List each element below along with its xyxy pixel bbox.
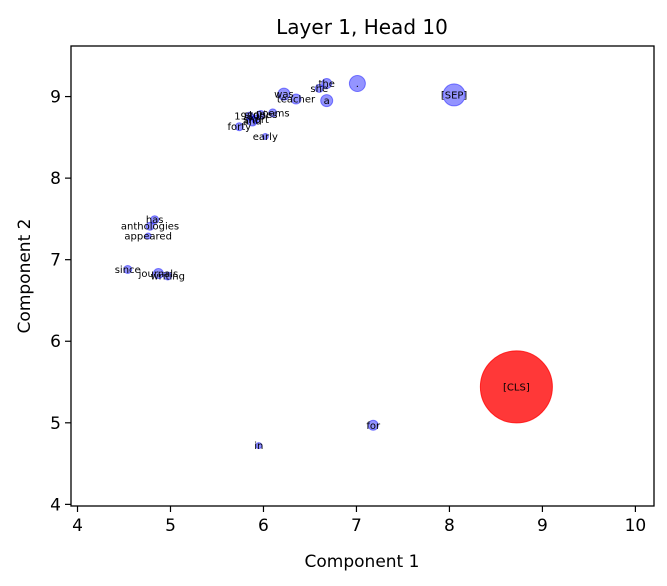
point-label: [SEP] [441,90,468,101]
point-marker [314,83,324,93]
y-tick-label: 4 [50,495,61,515]
point-marker [479,350,553,424]
point-markers [123,75,553,450]
point-marker [367,419,379,431]
x-axis: 4 5 6 7 8 9 10 [72,506,646,536]
point-label: [CLS] [503,382,530,393]
point-label: she [310,84,328,95]
point-marker [246,115,258,127]
point-label: was [274,90,294,101]
point-label: stories [244,110,278,121]
point-label: 1980s [234,112,265,123]
point-marker [348,75,366,93]
point-label: early [253,132,278,143]
x-tick-label: 4 [72,516,83,536]
y-tick-label: 9 [50,88,61,108]
x-tick-label: 8 [444,516,455,536]
x-tick-label: 10 [625,516,647,536]
point-label: short [243,115,269,126]
point-label: anthologies [121,222,179,233]
point-label: teacher [277,95,316,106]
x-tick-label: 9 [537,516,548,536]
point-label: in [254,441,263,452]
x-tick-label: 7 [351,516,362,536]
y-tick-label: 6 [50,332,61,352]
plot-frame [70,45,655,507]
chart-title: Layer 1, Head 10 [276,15,448,39]
point-marker [277,87,291,101]
point-marker [290,93,302,105]
point-marker [145,221,155,231]
point-marker [256,110,266,120]
point-marker [261,133,269,141]
point-marker [245,111,255,121]
point-marker [255,442,263,450]
y-tick-label: 8 [50,169,61,189]
y-tick-label: 5 [50,414,61,434]
point-label: for [366,421,381,432]
y-axis-label: Component 2 [15,219,35,334]
point-label: the [318,79,334,90]
point-label: appeared [124,232,172,243]
point-label: journals [138,269,179,280]
point-marker [321,78,333,90]
point-marker [163,271,173,281]
point-label: and [243,117,262,128]
point-label: writing [150,272,184,283]
point-label: . [356,79,359,90]
point-marker [123,264,133,274]
point-marker [150,215,160,225]
x-tick-label: 6 [258,516,269,536]
point-marker [320,94,334,108]
x-axis-label: Component 1 [305,552,420,572]
x-tick-label: 5 [165,516,176,536]
point-label: a [324,96,330,107]
point-marker [268,108,278,118]
point-marker [152,268,164,280]
point-marker [234,122,244,132]
point-label: forty [228,122,252,133]
point-label: poems [256,108,290,119]
point-marker [251,114,261,124]
y-axis: 4 5 6 7 8 9 [50,88,71,515]
point-marker [144,232,152,240]
y-tick-label: 7 [50,251,61,271]
point-marker [442,83,466,107]
point-label: has [146,215,164,226]
point-label: since [115,265,141,276]
